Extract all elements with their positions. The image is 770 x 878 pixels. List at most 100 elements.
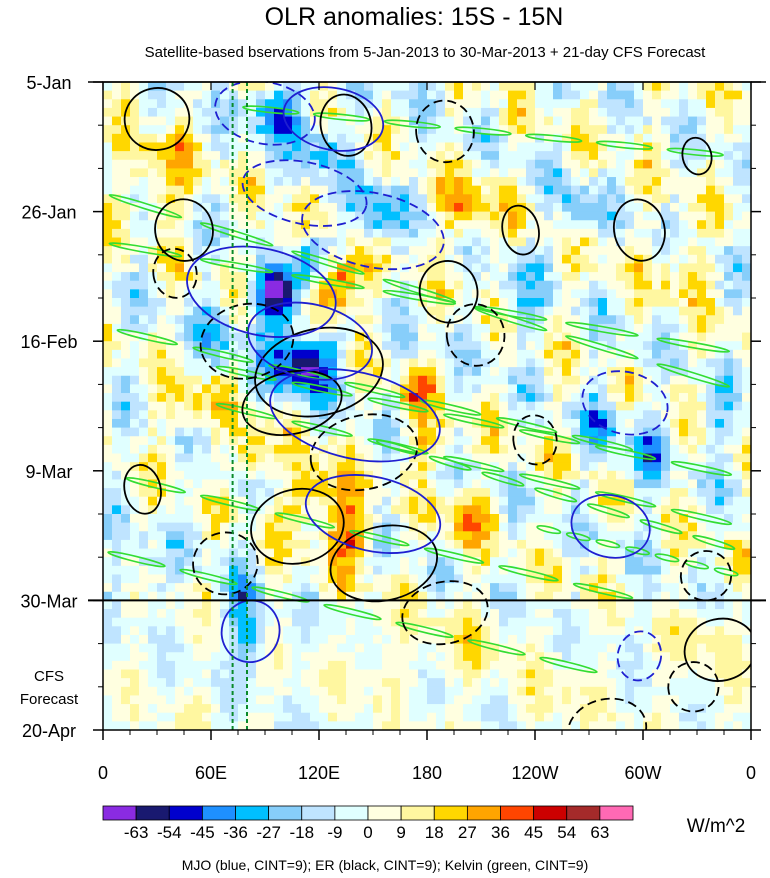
heatmap-cell	[499, 427, 509, 437]
heatmap-cell	[148, 185, 158, 195]
heatmap-cell	[418, 418, 428, 429]
heatmap-cell	[499, 721, 509, 730]
heatmap-cell	[274, 185, 284, 195]
heatmap-cell	[553, 194, 563, 204]
heatmap-cell	[409, 185, 419, 195]
heatmap-cell	[688, 90, 698, 100]
heatmap-cell	[391, 660, 401, 671]
heatmap-cell	[355, 358, 365, 368]
heatmap-cell	[688, 462, 698, 472]
heatmap-cell	[517, 678, 527, 688]
heatmap-cell	[418, 574, 428, 584]
heatmap-cell	[688, 444, 698, 455]
heatmap-cell	[220, 427, 230, 437]
heatmap-cell	[238, 721, 248, 730]
heatmap-cell	[184, 367, 194, 377]
heatmap-cell	[229, 280, 239, 290]
heatmap-cell	[337, 565, 347, 576]
heatmap-cell	[634, 349, 644, 360]
heatmap-cell	[445, 142, 455, 152]
heatmap-cell	[643, 298, 653, 308]
heatmap-cell	[103, 609, 113, 619]
heatmap-cell	[679, 332, 689, 342]
heatmap-cell	[607, 280, 617, 290]
heatmap-cell	[436, 125, 446, 135]
heatmap-cell	[562, 678, 572, 688]
heatmap-cell	[634, 168, 644, 178]
heatmap-cell	[490, 704, 500, 714]
heatmap-cell	[409, 678, 419, 688]
heatmap-cell	[652, 617, 662, 627]
heatmap-cell	[121, 617, 131, 627]
heatmap-cell	[544, 237, 554, 247]
heatmap-cell	[499, 237, 509, 247]
heatmap-cell	[625, 686, 635, 697]
heatmap-cell	[157, 427, 167, 437]
heatmap-cell	[517, 298, 527, 308]
heatmap-cell	[427, 712, 437, 722]
heatmap-cell	[553, 280, 563, 290]
heatmap-cell	[346, 617, 356, 627]
heatmap-cell	[310, 557, 320, 567]
heatmap-cell	[436, 315, 446, 325]
heatmap-cell	[661, 194, 671, 204]
heatmap-cell	[562, 669, 572, 679]
heatmap-cell	[382, 721, 392, 730]
heatmap-cell	[202, 643, 212, 653]
heatmap-cell	[256, 436, 266, 446]
heatmap-cell	[274, 436, 284, 446]
heatmap-cell	[562, 220, 572, 230]
heatmap-cell	[400, 228, 410, 239]
heatmap-cell	[670, 410, 680, 420]
heatmap-cell	[463, 332, 473, 342]
heatmap-cell	[562, 177, 572, 187]
heatmap-cell	[598, 634, 608, 645]
heatmap-cell	[553, 202, 563, 213]
heatmap-cell	[580, 704, 590, 714]
heatmap-cell	[355, 574, 365, 584]
heatmap-cell	[634, 125, 644, 135]
heatmap-cell	[427, 185, 437, 195]
heatmap-cell	[454, 228, 464, 239]
heatmap-cell	[193, 410, 203, 420]
heatmap-cell	[499, 202, 509, 213]
heatmap-cell	[166, 660, 176, 671]
heatmap-cell	[382, 652, 392, 662]
heatmap-cell	[139, 228, 149, 239]
heatmap-cell	[256, 470, 266, 481]
heatmap-cell	[139, 583, 149, 593]
heatmap-cell	[436, 643, 446, 653]
heatmap-cell	[157, 565, 167, 576]
heatmap-cell	[670, 220, 680, 230]
heatmap-cell	[103, 341, 113, 351]
heatmap-cell	[535, 634, 545, 645]
heatmap-cell	[580, 133, 590, 144]
heatmap-cell	[184, 652, 194, 662]
heatmap-cell	[463, 488, 473, 498]
heatmap-cell	[328, 488, 338, 498]
heatmap-cell	[148, 237, 158, 247]
heatmap-cell	[220, 393, 230, 403]
heatmap-cell	[346, 686, 356, 697]
heatmap-cell	[562, 228, 572, 239]
heatmap-cell	[103, 514, 113, 524]
heatmap-cell	[643, 142, 653, 152]
heatmap-cell	[463, 90, 473, 100]
heatmap-cell	[292, 306, 302, 316]
heatmap-cell	[382, 444, 392, 455]
heatmap-cell	[157, 574, 167, 584]
heatmap-cell	[211, 237, 221, 247]
heatmap-cell	[364, 712, 374, 722]
heatmap-cell	[643, 194, 653, 204]
heatmap-cell	[634, 565, 644, 576]
heatmap-cell	[139, 712, 149, 722]
heatmap-cell	[139, 617, 149, 627]
heatmap-cell	[652, 116, 662, 126]
heatmap-cell	[112, 470, 122, 481]
heatmap-cell	[355, 548, 365, 558]
heatmap-cell	[400, 332, 410, 342]
heatmap-cell	[229, 539, 239, 550]
heatmap-cell	[301, 531, 311, 541]
heatmap-cell	[139, 107, 149, 118]
heatmap-cell	[634, 470, 644, 481]
